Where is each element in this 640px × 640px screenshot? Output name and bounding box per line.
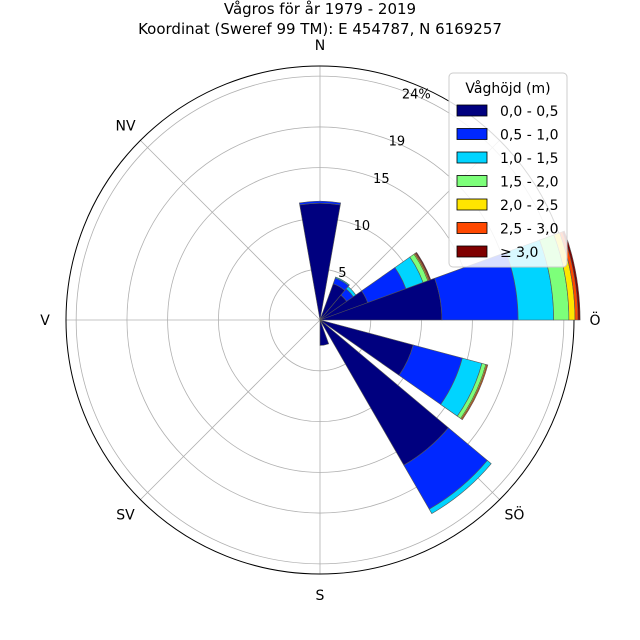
radial-tick-label-1: 10: [354, 219, 371, 234]
legend-label-1: 0,5 - 1,0: [500, 128, 558, 144]
chart-title-line1: Vågros för år 1979 - 2019: [224, 0, 416, 18]
direction-label-Ö: Ö: [589, 311, 600, 329]
radial-tick-labels: 5 10 15 19 24%: [338, 88, 430, 281]
grid-spoke-315: [140, 140, 321, 321]
bar-sector-1-bin-2: [334, 276, 350, 287]
radial-tick-label-3: 19: [389, 135, 406, 150]
legend-title: Våghöjd (m): [465, 80, 550, 97]
bar-sector-7-bin-0: [319, 319, 330, 346]
bar-sector-0-bin-1: [299, 200, 341, 206]
chart-title-line2: Koordinat (Sweref 99 TM): E 454787, N 61…: [138, 20, 502, 38]
legend-swatch-5: [456, 222, 488, 234]
direction-label-NV: NV: [116, 119, 136, 135]
legend-swatch-4: [456, 198, 488, 211]
legend-label-5: 2,5 - 3,0: [500, 222, 558, 238]
legend-label-2: 1,0 - 1,5: [500, 151, 558, 167]
radial-tick-label-2: 15: [373, 172, 390, 187]
direction-label-S: S: [316, 588, 325, 604]
direction-label-V: V: [40, 313, 50, 329]
grid-spoke-225: [140, 319, 321, 500]
legend: Våghöjd (m) 0,0 - 0,5 0,5 - 1,0 1,0 - 1,5 1…: [448, 72, 568, 268]
radial-tick-label-4: 24%: [402, 88, 431, 103]
legend-label-4: 2,0 - 2,5: [500, 198, 558, 214]
legend-swatch-0: [456, 104, 488, 117]
direction-label-SÖ: SÖ: [505, 505, 525, 523]
bar-sector-4-bin-6: [562, 230, 581, 321]
legend-label-3: 1,5 - 2,0: [500, 175, 558, 191]
direction-label-N: N: [315, 38, 325, 54]
legend-swatch-1: [456, 128, 488, 140]
bar-sector-5-bin-5: [461, 364, 489, 421]
legend-swatch-2: [456, 151, 488, 164]
legend-swatch-6: [456, 245, 488, 258]
bar-sector-6-bin-2: [428, 459, 492, 514]
legend-label-0: 0,0 - 0,5: [500, 104, 558, 120]
radial-tick-label-0: 5: [338, 266, 346, 281]
legend-items: 0,0 - 0,5 0,5 - 1,0 1,0 - 1,5 1,5 - 2,0 2,0 …: [456, 104, 558, 261]
legend-label-6: ≥ 3,0: [500, 245, 538, 261]
legend-frame: [448, 72, 568, 268]
direction-labels: N NV V SV S SÖ Ö: [40, 38, 600, 604]
legend-swatch-3: [456, 175, 488, 187]
windrose-bars: [299, 200, 581, 514]
direction-label-SV: SV: [116, 507, 135, 523]
